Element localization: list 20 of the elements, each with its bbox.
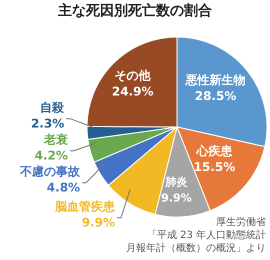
- data-label: 15.5%: [194, 160, 236, 174]
- slice-label: 自殺: [40, 100, 66, 115]
- slice-label: 悪性新生物: [184, 73, 246, 88]
- slice-label: 肺炎: [164, 175, 188, 188]
- data-label: 9.9%: [161, 191, 192, 204]
- data-label: 24.9%: [112, 84, 154, 98]
- slice-label: 老衰: [42, 132, 68, 147]
- slice-label: 心疾患: [195, 144, 234, 158]
- text: 「平成 23 年人口動態統計: [146, 229, 266, 242]
- text: 厚生労働省: [215, 216, 266, 229]
- chart-title: 主な死因別死亡数の割合: [57, 2, 213, 20]
- data-label: 4.8%: [46, 180, 80, 195]
- data-label: 4.2%: [34, 148, 68, 163]
- data-label: 9.9%: [82, 216, 115, 230]
- text: 月報年計（概数）の概況」より: [126, 242, 266, 255]
- slice-label: その他: [114, 68, 152, 82]
- slice-label: 脳血管疾患: [54, 200, 116, 214]
- data-label: 2.3%: [30, 116, 64, 131]
- slice-label: 不慮の事故: [19, 164, 82, 179]
- data-label: 28.5%: [194, 89, 236, 104]
